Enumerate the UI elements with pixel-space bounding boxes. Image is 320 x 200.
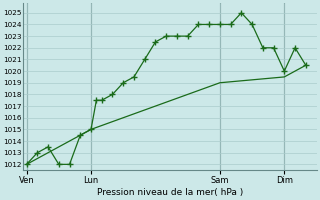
X-axis label: Pression niveau de la mer( hPa ): Pression niveau de la mer( hPa )	[97, 188, 243, 197]
